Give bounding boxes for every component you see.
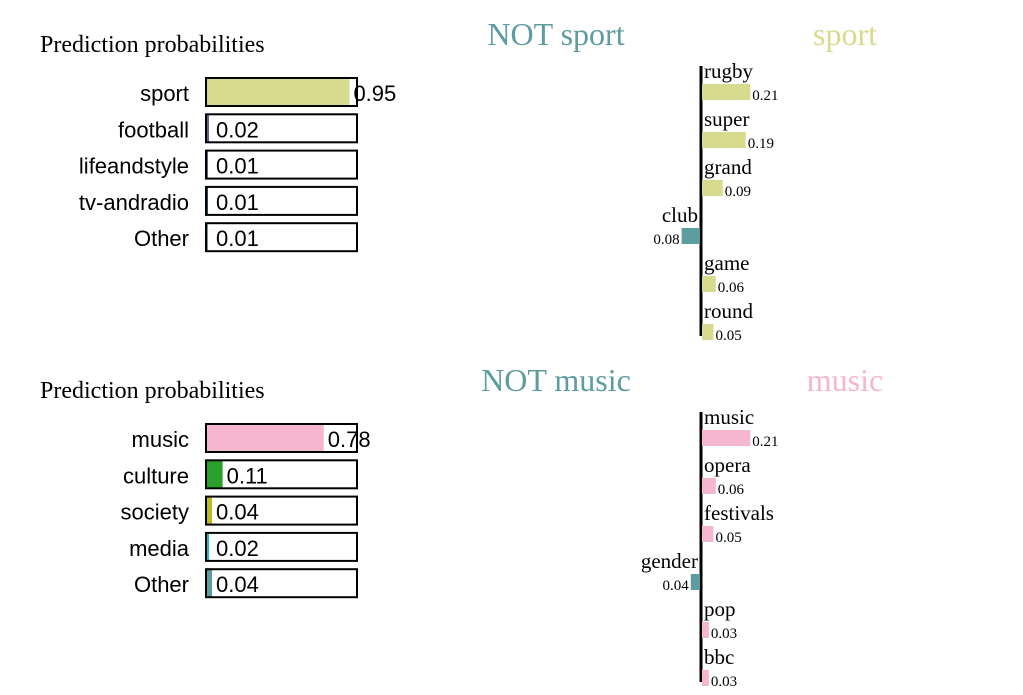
feature-label: pop [704, 597, 736, 621]
feature-bar [681, 228, 700, 244]
probability-bar [206, 460, 223, 489]
pos-class-label: music [807, 362, 883, 398]
feature-bar [702, 180, 723, 196]
class-label: football [118, 117, 189, 142]
feature-bar [690, 574, 700, 590]
feature-value-label: 0.03 [711, 626, 737, 642]
panel-svg-sport: Prediction probabilities sport 0.95 footba… [40, 16, 877, 344]
probability-bar-frame [205, 149, 358, 180]
feature-bar [702, 84, 751, 100]
feature-label: opera [704, 453, 751, 477]
feature-label: round [704, 299, 753, 323]
feature-value-label: 0.21 [752, 88, 778, 104]
feature-bar [702, 276, 716, 292]
probability-bar-frame [205, 459, 358, 490]
probability-value-label: 0.01 [216, 190, 259, 215]
feature-bar [702, 622, 709, 638]
feature-label: bbc [704, 645, 734, 669]
probability-bar-frame [205, 568, 358, 599]
feature-value-label: 0.03 [711, 674, 737, 690]
class-label: Other [134, 226, 189, 251]
probability-value-label: 0.78 [328, 427, 371, 452]
probability-bar [206, 424, 324, 452]
probability-value-label: 0.01 [216, 154, 259, 179]
probability-bar-frame [205, 77, 358, 107]
probability-value-label: 0.02 [216, 536, 259, 561]
probability-value-label: 0.04 [216, 500, 259, 525]
explanation-panel-music: Prediction probabilities music 0.78 cultur… [0, 346, 1023, 692]
feature-bar [702, 324, 714, 340]
feature-value-label: 0.09 [725, 184, 751, 200]
class-label: tv-andradio [79, 190, 189, 215]
neg-class-label: NOT sport [487, 16, 624, 52]
feature-bar [702, 132, 746, 148]
probability-bar [206, 78, 350, 106]
probability-bar-frame [205, 185, 358, 216]
feature-label: rugby [704, 59, 753, 83]
probability-bar [206, 496, 213, 525]
feature-value-label: 0.05 [716, 530, 742, 546]
feature-label: grand [704, 155, 752, 179]
prob-chart: music 0.78 culture 0.11 society 0.04 media 0.02… [121, 423, 371, 599]
feature-label: super [704, 107, 750, 131]
feature-label: music [704, 405, 754, 429]
probability-bar-frame [205, 423, 358, 453]
probability-bar-frame [205, 222, 358, 253]
feature-label: festivals [704, 501, 774, 525]
feature-bar [702, 526, 714, 542]
class-label: Other [134, 572, 189, 597]
feature-value-label: 0.19 [748, 136, 774, 152]
feature-label: club [662, 203, 698, 227]
probability-bar-frame [205, 495, 358, 526]
probability-value-label: 0.95 [353, 81, 396, 106]
class-label: society [121, 500, 189, 525]
neg-class-label: NOT music [481, 362, 631, 398]
prob-title: Prediction probabilities [40, 378, 265, 404]
feature-value-label: 0.08 [653, 232, 679, 248]
feature-value-label: 0.06 [718, 482, 745, 498]
feature-value-label: 0.04 [663, 578, 690, 594]
class-label: culture [123, 463, 189, 488]
probability-bar [206, 569, 213, 598]
probability-value-label: 0.11 [227, 463, 268, 488]
feature-bar [702, 430, 751, 446]
feature-bar [702, 670, 709, 686]
class-label: lifeandstyle [79, 154, 189, 179]
feature-bar [702, 478, 716, 494]
explanation-panel-sport: Prediction probabilities sport 0.95 footba… [0, 0, 1023, 346]
pos-class-label: sport [813, 16, 877, 52]
probability-bar [206, 114, 210, 143]
feature-value-label: 0.05 [716, 328, 742, 344]
probability-bar-frame [205, 113, 358, 144]
probability-value-label: 0.04 [216, 572, 259, 597]
probability-bar [206, 532, 210, 561]
probability-bar-frame [205, 531, 358, 562]
class-label: media [129, 536, 190, 561]
panel-svg-music: Prediction probabilities music 0.78 cultur… [40, 362, 883, 690]
class-label: music [132, 427, 189, 452]
feature-value-label: 0.21 [752, 434, 778, 450]
prob-chart: sport 0.95 football 0.02 lifeandstyle 0.01 tv-… [79, 77, 396, 253]
probability-value-label: 0.01 [216, 226, 259, 251]
feature-label: gender [641, 549, 698, 573]
class-label: sport [140, 81, 189, 106]
feature-value-label: 0.06 [718, 280, 745, 296]
feature-label: game [704, 251, 749, 275]
prob-title: Prediction probabilities [40, 32, 265, 58]
probability-value-label: 0.02 [216, 117, 259, 142]
